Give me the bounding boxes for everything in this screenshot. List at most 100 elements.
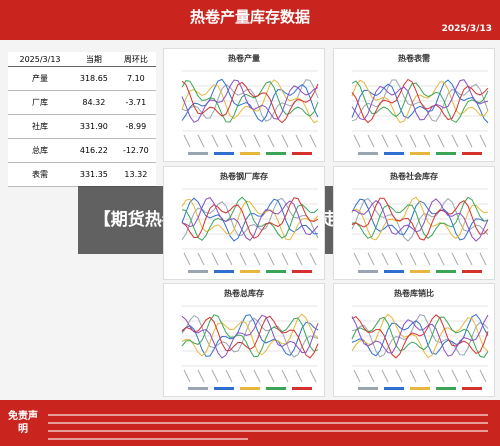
axis-label-stub [211,252,219,266]
axis-label-stub [309,369,317,383]
axis-label-stub [239,369,247,383]
legend-stub [358,270,378,273]
axis-label-stub [479,134,487,148]
chart-graphic [181,188,319,273]
table-cell: 社库 [8,114,73,139]
axis-label-stub [479,252,487,266]
decorative-line [351,197,489,241]
axis-label-stub [183,369,191,383]
title: 热卷产量库存数据 [189,8,310,26]
decorative-line [181,80,319,123]
legend-stub [240,270,260,273]
table-cell: 331.90 [72,114,116,139]
axis-label-stub [295,252,303,266]
legend-stub [292,270,312,273]
decorative-line [181,313,319,357]
table-cell: 318.65 [72,66,116,91]
decorative-line [181,198,319,241]
axis-label-stub [395,134,403,148]
table-row: 总库 416.22 -12.70 [8,138,156,163]
axis-label-stub [239,252,247,266]
axis-label-stub [423,134,431,148]
axis-label-stub [211,369,219,383]
chart-graphic [351,305,489,390]
table-row: 厂库 84.32 -3.71 [8,90,156,115]
axis-label-stub [451,369,459,383]
axis-label-stub [465,369,473,383]
table-cell: 416.22 [72,138,116,163]
legend-stub [240,387,260,390]
chart-title: 热卷库销比 [394,289,434,298]
decorative-line [351,313,489,357]
decorative-line [351,79,489,122]
axis-label-stub [267,252,275,266]
axis-label-stub [197,252,205,266]
header-cell: 当期 [72,52,116,67]
legend-stub [240,152,260,155]
decorative-line [351,196,489,239]
axis-label-stub [267,369,275,383]
table-cell: 厂库 [8,90,73,115]
chart-panel: 热卷产量 [163,48,325,162]
legend-stub [214,387,234,390]
axis-label-stub [395,369,403,383]
table-row: 社库 331.90 -8.99 [8,114,156,139]
decorative-line [181,315,319,359]
legend-stub [462,387,482,390]
axis-label-stub [253,252,261,266]
axis-label-stub [409,252,417,266]
axis-label-stub [253,134,261,148]
legend-stub [384,387,404,390]
legend-stub [188,270,208,273]
chart-title: 热卷社会库存 [390,172,438,181]
legend-stub [214,152,234,155]
axis-label-stub [353,369,361,383]
table-cell: -3.71 [115,90,156,115]
chart-title: 热卷钢厂库存 [220,172,268,181]
decorative-line [351,314,489,358]
disclaimer-text [48,438,248,440]
axis-label-stub [367,252,375,266]
axis-label-stub [381,369,389,383]
axis-label-stub [225,134,233,148]
table-cell: 84.32 [72,90,116,115]
decorative-line [181,196,319,241]
axis-label-stub [197,369,205,383]
date: 2025/3/13 [441,24,492,34]
legend-stub [266,270,286,273]
legend-stub [462,270,482,273]
axis-label-stub [367,134,375,148]
legend-stub [266,387,286,390]
footer-label: 免责声明 [8,411,38,435]
legend-stub [188,387,208,390]
decorative-line [351,198,489,242]
header-cell: 周环比 [115,52,156,67]
legend-stub [292,152,312,155]
legend-stub [358,152,378,155]
legend-stub [384,270,404,273]
decorative-line [181,314,319,357]
legend-stub [410,270,430,273]
axis-label-stub [197,134,205,148]
axis-label-stub [423,369,431,383]
chart-panel: 热卷表需 [333,48,495,162]
axis-label-stub [437,252,445,266]
axis-label-stub [253,369,261,383]
axis-label-stub [183,252,191,266]
legend-stub [214,270,234,273]
axis-label-stub [437,369,445,383]
chart-graphic [181,305,319,390]
chart-title: 热卷表需 [398,54,430,63]
decorative-line [351,316,489,358]
axis-label-stub [267,134,275,148]
chart-panel: 热卷总库存 [163,283,325,397]
axis-label-stub [409,134,417,148]
table-row: 产量 318.65 7.10 [8,66,156,91]
axis-label-stub [465,134,473,148]
header-cell: 2025/3/13 [8,52,73,67]
chart-title: 热卷总库存 [224,289,264,298]
decorative-line [181,80,319,124]
decorative-line [351,313,489,359]
legend-stub [384,152,404,155]
decorative-line [181,79,319,123]
